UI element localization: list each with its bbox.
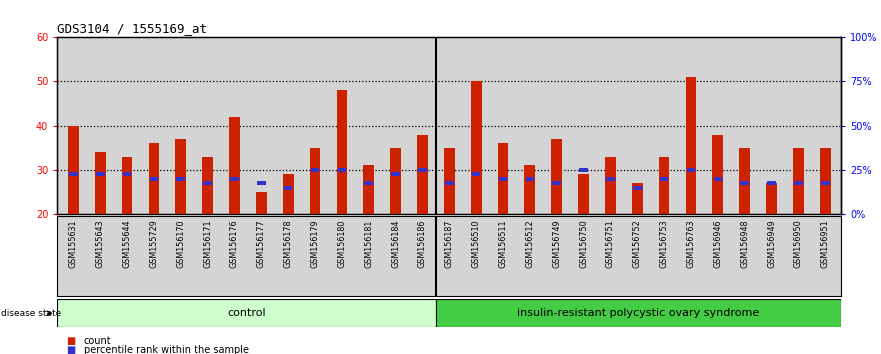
Bar xyxy=(57,299,436,327)
Bar xyxy=(499,177,507,181)
Bar xyxy=(739,148,750,214)
Bar xyxy=(794,181,803,185)
Text: GSM156510: GSM156510 xyxy=(471,219,481,268)
Bar xyxy=(391,172,400,176)
Bar xyxy=(580,168,588,172)
Text: GSM156950: GSM156950 xyxy=(794,219,803,268)
Bar xyxy=(714,177,722,181)
Bar xyxy=(311,168,319,172)
Bar xyxy=(176,177,185,181)
Bar xyxy=(526,177,534,181)
Bar xyxy=(436,299,841,327)
Bar xyxy=(445,181,454,185)
Bar xyxy=(284,185,292,190)
Text: ■: ■ xyxy=(66,345,75,354)
Bar xyxy=(257,181,266,185)
Bar xyxy=(660,177,669,181)
Bar xyxy=(68,126,78,214)
Bar xyxy=(605,156,616,214)
Bar xyxy=(95,152,106,214)
Text: GSM155631: GSM155631 xyxy=(69,219,78,268)
Bar xyxy=(283,174,293,214)
Bar xyxy=(203,156,213,214)
Bar xyxy=(766,183,777,214)
Bar xyxy=(363,165,374,214)
Bar xyxy=(122,156,132,214)
Text: GSM156763: GSM156763 xyxy=(686,219,695,268)
Bar xyxy=(96,172,105,176)
Text: GSM156184: GSM156184 xyxy=(391,219,400,268)
Text: GSM155729: GSM155729 xyxy=(150,219,159,268)
Bar xyxy=(472,172,480,176)
Text: GSM156948: GSM156948 xyxy=(740,219,749,268)
Bar xyxy=(256,192,267,214)
Text: GDS3104 / 1555169_at: GDS3104 / 1555169_at xyxy=(57,22,207,35)
Text: control: control xyxy=(227,308,266,318)
Text: percentile rank within the sample: percentile rank within the sample xyxy=(84,345,248,354)
Bar xyxy=(204,181,212,185)
Bar xyxy=(632,183,642,214)
Bar xyxy=(175,139,186,214)
Text: GSM155644: GSM155644 xyxy=(122,219,131,268)
Bar xyxy=(444,148,455,214)
Bar xyxy=(390,148,401,214)
Text: GSM156752: GSM156752 xyxy=(633,219,641,268)
Bar xyxy=(578,174,589,214)
Text: GSM156751: GSM156751 xyxy=(606,219,615,268)
Text: GSM156511: GSM156511 xyxy=(499,219,507,268)
Bar xyxy=(685,77,696,214)
Bar xyxy=(310,148,321,214)
Text: GSM156179: GSM156179 xyxy=(310,219,320,268)
Bar xyxy=(470,81,482,214)
Bar xyxy=(713,135,723,214)
Bar xyxy=(150,177,159,181)
Text: ■: ■ xyxy=(66,336,75,346)
Bar xyxy=(69,172,78,176)
Text: GSM156170: GSM156170 xyxy=(176,219,185,268)
Text: GSM156178: GSM156178 xyxy=(284,219,292,268)
Bar xyxy=(337,90,347,214)
Bar xyxy=(552,181,561,185)
Text: GSM156512: GSM156512 xyxy=(525,219,535,268)
Bar xyxy=(606,177,615,181)
Text: GSM156181: GSM156181 xyxy=(364,219,374,268)
Text: GSM156180: GSM156180 xyxy=(337,219,346,268)
Bar xyxy=(229,117,240,214)
Bar xyxy=(149,143,159,214)
Bar xyxy=(230,177,239,181)
Text: GSM156946: GSM156946 xyxy=(714,219,722,268)
Text: count: count xyxy=(84,336,111,346)
Text: GSM156750: GSM156750 xyxy=(579,219,589,268)
Bar xyxy=(122,172,131,176)
Text: GSM156177: GSM156177 xyxy=(257,219,266,268)
Bar xyxy=(767,181,776,185)
Text: GSM156951: GSM156951 xyxy=(821,219,830,268)
Text: GSM156176: GSM156176 xyxy=(230,219,239,268)
Bar xyxy=(659,156,670,214)
Bar xyxy=(418,168,426,172)
Text: GSM156171: GSM156171 xyxy=(204,219,212,268)
Bar xyxy=(821,181,830,185)
Text: disease state: disease state xyxy=(1,309,61,318)
Text: GSM156753: GSM156753 xyxy=(660,219,669,268)
Bar xyxy=(365,181,373,185)
Text: insulin-resistant polycystic ovary syndrome: insulin-resistant polycystic ovary syndr… xyxy=(517,308,759,318)
Text: GSM155643: GSM155643 xyxy=(96,219,105,268)
Bar xyxy=(793,148,803,214)
Bar xyxy=(552,139,562,214)
Bar xyxy=(524,165,536,214)
Bar xyxy=(337,168,346,172)
Bar xyxy=(498,143,508,214)
Bar xyxy=(686,168,695,172)
Text: GSM156749: GSM156749 xyxy=(552,219,561,268)
Bar xyxy=(633,185,641,190)
Bar xyxy=(740,181,749,185)
Bar xyxy=(820,148,831,214)
Text: GSM156186: GSM156186 xyxy=(418,219,427,268)
Text: GSM156187: GSM156187 xyxy=(445,219,454,268)
Text: GSM156949: GSM156949 xyxy=(767,219,776,268)
Bar xyxy=(417,135,428,214)
